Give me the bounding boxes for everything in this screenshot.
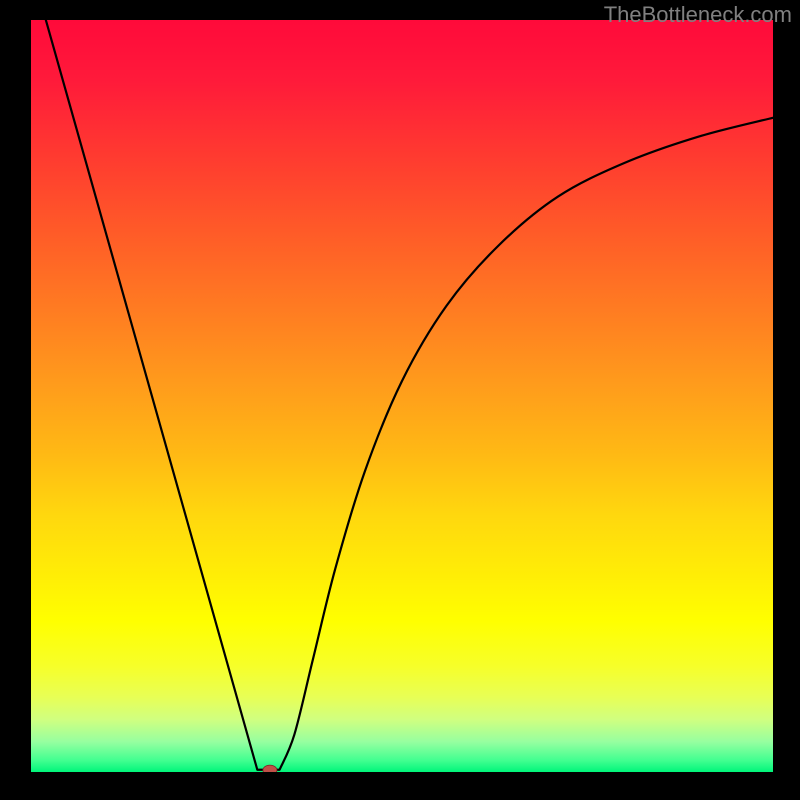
- watermark-text: TheBottleneck.com: [604, 2, 792, 28]
- chart-svg: [31, 20, 773, 772]
- chart-container: [31, 20, 773, 772]
- minimum-marker: [263, 765, 277, 772]
- chart-background: [31, 20, 773, 772]
